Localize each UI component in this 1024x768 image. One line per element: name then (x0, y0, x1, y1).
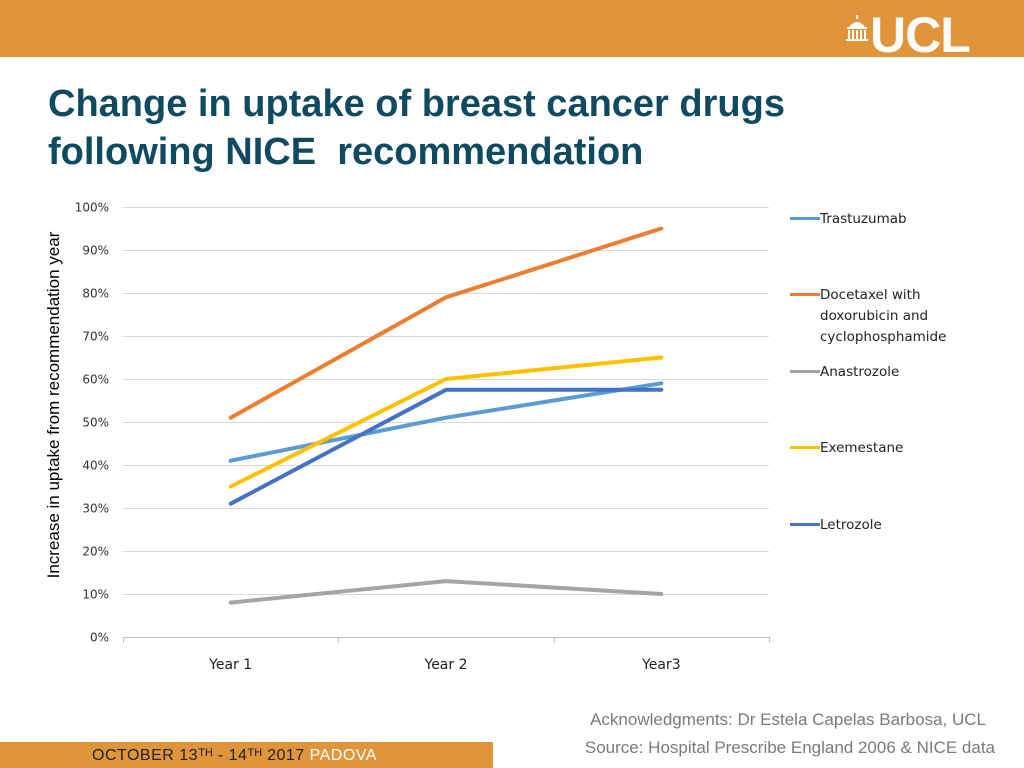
legend-swatch (790, 446, 820, 449)
x-tick-label: Year 2 (424, 657, 468, 673)
legend-swatch (790, 523, 820, 526)
y-tick-label: 90% (82, 244, 109, 258)
legend-item: Exemestane (790, 438, 1000, 459)
ucl-logo: UCL (846, 7, 971, 63)
series-line (228, 355, 664, 489)
acknowledgment-text: Acknowledgments: Dr Estela Capelas Barbo… (590, 710, 986, 729)
legend-label: Anastrozole (820, 364, 900, 380)
legend-swatch (790, 217, 820, 220)
x-tick-label: Year 1 (208, 657, 252, 673)
event-label: OCTOBER 13ᵀᴴ - 14ᵀᴴ 2017 PADOVA (92, 746, 377, 766)
legend-label: Docetaxel with doxorubicin and cyclophos… (820, 287, 947, 345)
series-line (228, 381, 664, 463)
series-line (228, 387, 664, 506)
legend-item: Letrozole (790, 515, 1000, 536)
y-tick-label: 40% (82, 459, 109, 473)
slide-title-line-1: Change in uptake of breast cancer drugs (48, 83, 785, 125)
portico-dome-icon (846, 15, 868, 41)
x-tick-label: Year3 (641, 657, 681, 673)
y-tick-label: 50% (82, 416, 109, 430)
y-tick-label: 20% (82, 545, 109, 559)
event-place: PADOVA (309, 747, 377, 764)
logo-text: UCL (870, 7, 971, 63)
series-line (228, 226, 664, 420)
legend-swatch (790, 293, 820, 296)
y-tick-label: 30% (82, 502, 109, 516)
y-tick-label: 80% (82, 287, 109, 301)
legend-label: Exemestane (820, 440, 904, 456)
event-date: OCTOBER 13ᵀᴴ - 14ᵀᴴ 2017 (92, 747, 305, 764)
legend-item: Docetaxel with doxorubicin and cyclophos… (790, 285, 1000, 348)
source-text: Source: Hospital Prescribe England 2006 … (584, 738, 995, 757)
legend-item: Anastrozole (790, 362, 1000, 383)
event-banner (0, 742, 493, 768)
y-tick-label: 0% (90, 631, 109, 645)
y-tick-label: 10% (82, 588, 109, 602)
slide-title-line-2: following NICE recommendation (48, 131, 644, 173)
legend-swatch (790, 370, 820, 373)
slide-title: Change in uptake of breast cancer drugs … (48, 80, 978, 176)
y-tick-label: 100% (75, 201, 109, 215)
y-tick-label: 60% (82, 373, 109, 387)
legend-label: Letrozole (820, 517, 882, 533)
legend-label: Trastuzumab (820, 211, 907, 227)
y-tick-label: 70% (82, 330, 109, 344)
series-line (228, 579, 664, 605)
legend-item: Trastuzumab (790, 209, 1000, 230)
